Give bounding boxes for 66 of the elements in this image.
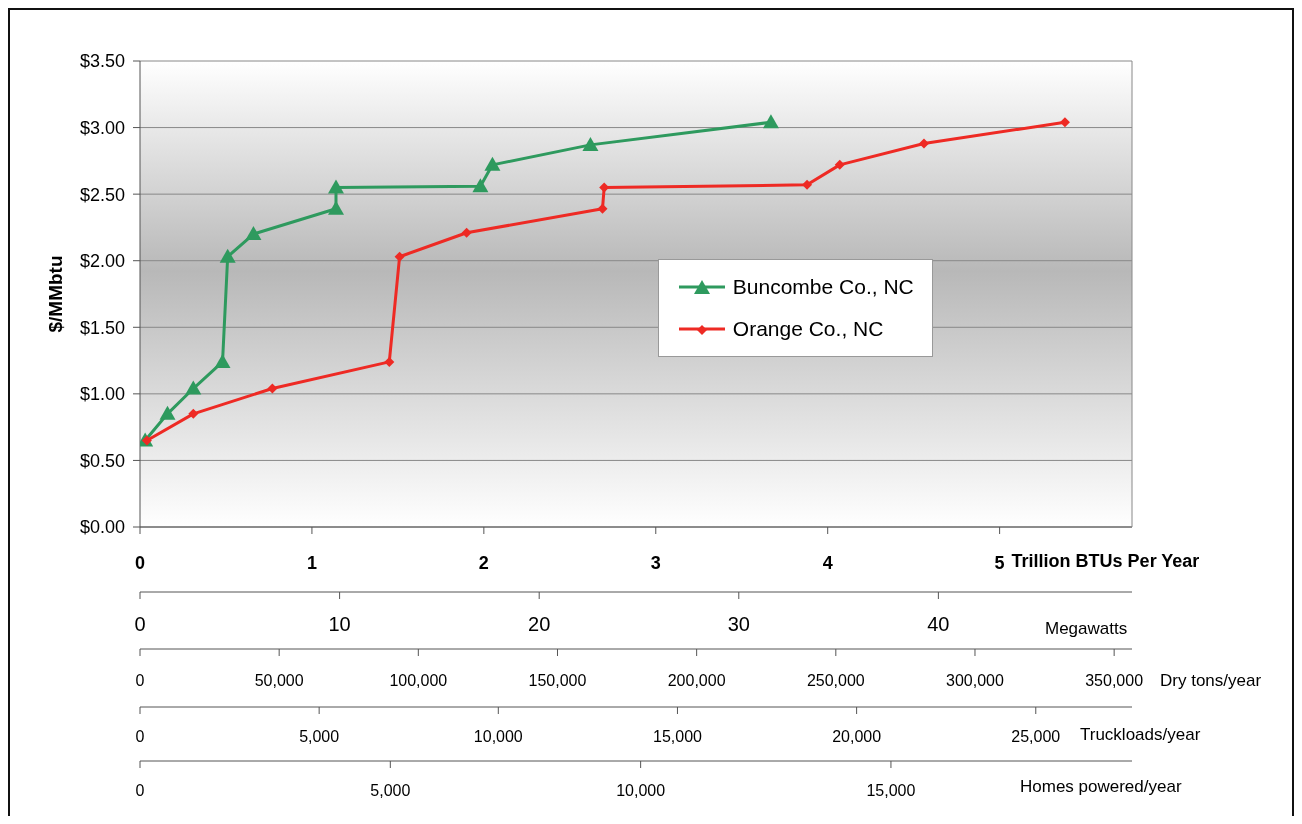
text: Truckloads/year <box>1080 725 1201 744</box>
x-tick-label: 2 <box>478 553 489 573</box>
x2-tick-label: 0 <box>134 613 146 635</box>
text: 25,000 <box>1011 728 1061 745</box>
x2-axis-title: Megawatts <box>1045 619 1128 638</box>
x2-tick-label: 30 <box>727 613 750 635</box>
point <box>245 226 262 241</box>
point <box>214 353 231 368</box>
y-tick-label: $0.50 <box>79 450 125 471</box>
text: 150,000 <box>528 672 587 689</box>
legend-label: Buncombe Co., NC <box>732 274 914 299</box>
text: 300,000 <box>946 672 1004 689</box>
x2-tick-label: 20 <box>528 613 551 635</box>
text: 10,000 <box>616 782 666 799</box>
text: 350,000 <box>1085 672 1144 689</box>
legend-label: Orange Co., NC <box>732 316 884 341</box>
x-tick-label: 0 <box>134 553 146 573</box>
point <box>597 203 608 214</box>
text: 15,000 <box>866 782 916 799</box>
y-tick-label: $1.50 <box>79 317 125 338</box>
point <box>394 251 405 262</box>
point <box>327 200 344 215</box>
text: 100,000 <box>389 672 448 689</box>
x2-tick-label: 10 <box>328 613 351 635</box>
text: 0 <box>135 728 145 745</box>
y-tick-label: $3.00 <box>79 117 125 138</box>
point <box>267 383 278 394</box>
text: 5,000 <box>370 782 411 799</box>
y-tick-label: $2.00 <box>79 251 125 272</box>
text: 0 <box>135 782 145 799</box>
point <box>219 248 236 263</box>
point <box>918 138 929 149</box>
text: 250,000 <box>806 672 865 689</box>
point <box>472 178 489 193</box>
y-tick-label: $0.00 <box>79 517 125 538</box>
y-tick-label: $2.50 <box>79 184 125 205</box>
point <box>802 179 813 190</box>
point <box>484 156 501 171</box>
text: 5,000 <box>299 728 340 745</box>
x-tick-label: 3 <box>650 553 661 573</box>
x2-tick-label: 40 <box>927 613 950 635</box>
text: 20,000 <box>832 728 882 745</box>
text: 0 <box>135 672 145 689</box>
text: Homes powered/year <box>1020 777 1182 796</box>
x-tick-label: 5 <box>994 553 1005 573</box>
text: 10,000 <box>473 728 523 745</box>
point <box>1059 117 1070 128</box>
point <box>188 408 199 419</box>
y-tick-label: $3.50 <box>79 51 125 72</box>
x-axis-title: Trillion BTUs Per Year <box>1011 551 1200 571</box>
point <box>159 405 176 420</box>
text: 50,000 <box>254 672 304 689</box>
y-tick-label: $1.00 <box>79 384 125 405</box>
x-tick-label: 1 <box>306 553 317 573</box>
point <box>327 179 344 194</box>
point <box>834 159 845 170</box>
point <box>384 356 395 367</box>
y-axis-title: $/MMbtu <box>44 255 66 333</box>
point <box>185 380 202 395</box>
x-tick-label: 4 <box>822 553 833 573</box>
text: Dry tons/year <box>1160 671 1262 690</box>
point <box>461 227 472 238</box>
text: 15,000 <box>653 728 703 745</box>
point <box>762 114 779 129</box>
point <box>582 136 599 151</box>
text: 200,000 <box>667 672 726 689</box>
